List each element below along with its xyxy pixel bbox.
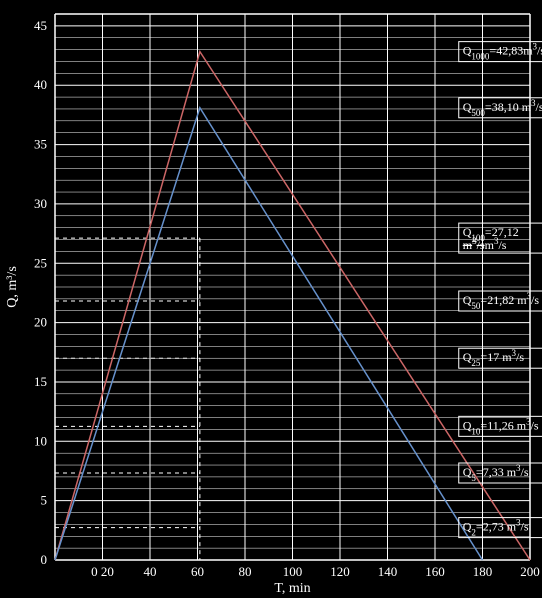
y-tick-label: 15 <box>34 374 47 389</box>
x-tick-label: 100 <box>283 564 303 579</box>
x-tick-label: 0 20 <box>91 564 114 579</box>
annotation-label: Q100=27,12 m3/sm3/s <box>463 225 522 252</box>
x-tick-label: 140 <box>378 564 398 579</box>
y-tick-label: 30 <box>34 196 47 211</box>
x-tick-label: 180 <box>473 564 493 579</box>
x-axis-label: T, min <box>274 581 310 596</box>
y-tick-label: 40 <box>34 77 47 92</box>
x-tick-label: 60 <box>191 564 204 579</box>
x-tick-label: 120 <box>330 564 350 579</box>
x-tick-label: 40 <box>144 564 157 579</box>
y-tick-label: 35 <box>34 137 47 152</box>
y-tick-label: 45 <box>34 18 47 33</box>
y-tick-label: 5 <box>41 493 48 508</box>
annotation-label: Q25=17 m3/s <box>463 348 525 368</box>
annotation-label: Q10=11,26 m3/s <box>463 416 539 436</box>
annotation-label: Q50=21,82 m3/s <box>463 291 540 311</box>
x-tick-label: 200 <box>520 564 540 579</box>
annotation-label: Q5=7,33 m3/s <box>463 463 529 483</box>
y-tick-label: 10 <box>34 433 47 448</box>
annotation-label: Q2=2,73 m3/s <box>463 518 529 538</box>
y-axis-label: Q, m³/s <box>5 266 20 308</box>
y-tick-label: 25 <box>34 255 47 270</box>
x-tick-label: 80 <box>239 564 252 579</box>
hydrograph-chart: 0 5 10 15 20 25 30 35 40 45 0 20 40 60 80 100 120 140 160… <box>0 0 542 598</box>
y-tick-label: 20 <box>34 315 47 330</box>
x-tick-label: 160 <box>425 564 445 579</box>
y-tick-label: 0 <box>41 552 48 567</box>
